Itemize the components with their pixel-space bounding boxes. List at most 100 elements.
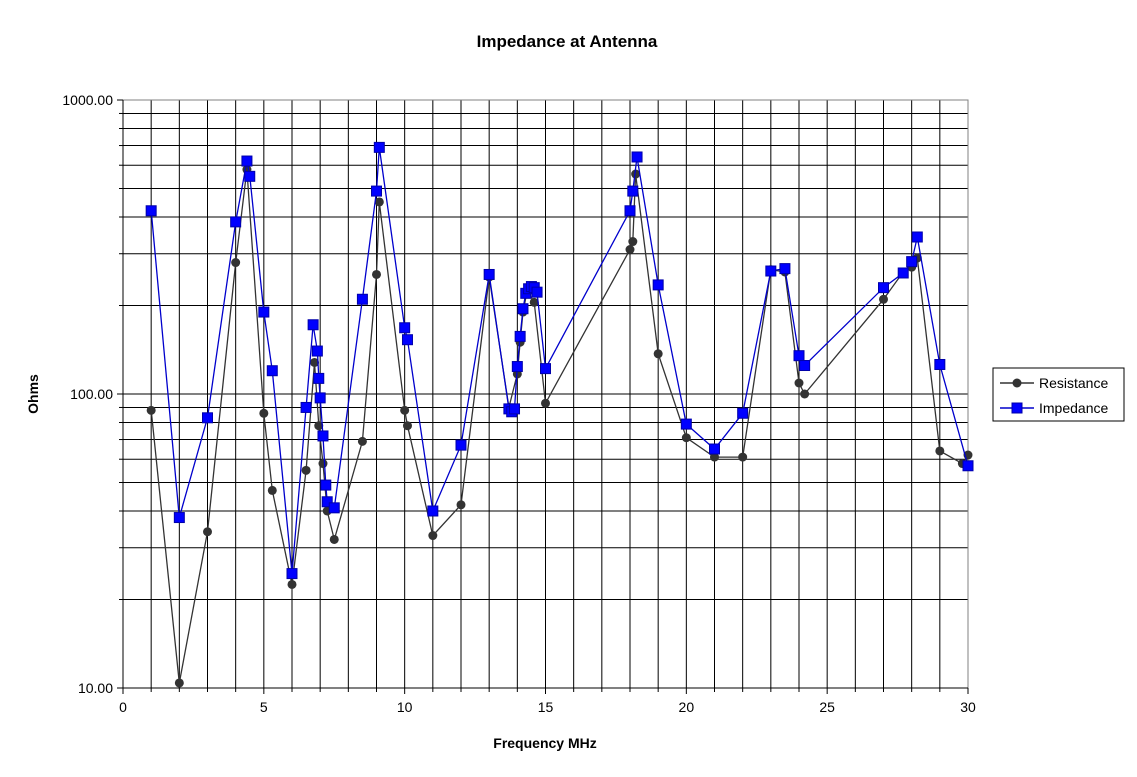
impedance-point — [371, 185, 382, 197]
impedance-point — [307, 319, 319, 331]
resistance-point — [301, 465, 311, 475]
impedance-point — [531, 286, 543, 298]
impedance-point — [300, 401, 312, 413]
gridlines — [123, 100, 968, 688]
impedance-point — [311, 345, 323, 357]
impedance-point — [624, 205, 636, 217]
x-tick-label: 10 — [397, 699, 413, 715]
impedance-point — [244, 170, 256, 182]
impedance-point — [202, 412, 213, 424]
impedance-point — [631, 151, 643, 163]
impedance-point — [145, 205, 157, 217]
impedance-point — [897, 267, 909, 279]
resistance-point — [314, 421, 324, 431]
impedance-point — [878, 282, 889, 294]
impedance-point — [399, 322, 411, 334]
impedance-point — [483, 268, 495, 280]
resistance-point — [400, 405, 410, 415]
impedance-point — [911, 231, 923, 243]
impedance-point — [427, 505, 439, 517]
resistance-point — [710, 452, 719, 462]
impedance-point — [173, 512, 185, 524]
impedance-point — [906, 256, 918, 268]
resistance-point — [372, 269, 381, 279]
resistance-point — [800, 389, 810, 399]
y-tick-label: 1000.00 — [62, 92, 113, 108]
impedance-point — [511, 361, 523, 373]
impedance-point — [373, 141, 385, 153]
resistance-point — [329, 534, 339, 544]
impedance-point — [799, 360, 811, 372]
resistance-point — [681, 433, 691, 443]
series-impedance — [145, 141, 974, 580]
impedance-point — [321, 496, 333, 508]
resistance-point — [653, 349, 663, 359]
impedance-point — [320, 479, 332, 491]
impedance-point — [230, 216, 242, 228]
resistance-point — [794, 378, 804, 388]
legend-label-impedance: Impedance — [1039, 400, 1108, 416]
impedance-point — [356, 293, 368, 305]
x-axis-label: Frequency MHz — [493, 735, 596, 751]
y-tick-label: 10.00 — [78, 680, 113, 696]
impedance-point — [266, 365, 278, 377]
resistance-point — [428, 531, 438, 541]
x-tick-label: 30 — [960, 699, 976, 715]
impedance-point — [286, 568, 298, 580]
series-layer — [145, 141, 974, 688]
resistance-point — [631, 169, 641, 179]
impedance-point — [652, 279, 664, 291]
legend: Resistance Impedance — [992, 367, 1125, 422]
resistance-point — [456, 500, 466, 510]
resistance-point — [628, 237, 638, 247]
resistance-point — [529, 297, 539, 307]
resistance-point — [267, 485, 277, 495]
impedance-point — [328, 502, 340, 514]
resistance-point — [374, 197, 384, 207]
impedance-point — [793, 350, 805, 362]
impedance-point — [962, 460, 974, 472]
impedance-point — [317, 430, 329, 442]
resistance-point — [174, 678, 184, 688]
y-tick-label: 100.00 — [70, 386, 113, 402]
resistance-point — [541, 398, 550, 408]
impedance-point — [517, 303, 529, 315]
impedance-point — [737, 407, 749, 419]
impedance-point — [540, 363, 551, 375]
x-tick-label: 0 — [119, 699, 127, 715]
impedance-point — [509, 403, 521, 415]
impedance-point — [514, 330, 526, 342]
impedance-point — [709, 443, 720, 455]
impedance-point — [314, 392, 326, 404]
impedance-point — [401, 334, 413, 346]
resistance-point — [738, 452, 748, 462]
impedance-point — [627, 185, 639, 197]
impedance-point — [313, 372, 325, 384]
legend-label-resistance: Resistance — [1039, 375, 1108, 391]
resistance-point — [146, 405, 156, 415]
impedance-point — [241, 155, 253, 167]
x-tick-label: 25 — [819, 699, 835, 715]
y-axis-label: Ohms — [25, 374, 41, 414]
resistance-point — [203, 527, 212, 537]
resistance-point — [231, 258, 241, 268]
impedance-point — [680, 418, 692, 430]
legend-marker-impedance — [1011, 402, 1023, 414]
x-tick-label: 5 — [260, 699, 268, 715]
chart-title: Impedance at Antenna — [477, 32, 658, 51]
resistance-point — [357, 436, 367, 446]
resistance-point — [625, 245, 635, 255]
resistance-point — [402, 421, 412, 431]
impedance-point — [455, 439, 467, 451]
impedance-point — [258, 306, 270, 318]
impedance-point — [765, 265, 777, 277]
impedance-point — [934, 358, 946, 370]
x-tick-label: 20 — [679, 699, 695, 715]
impedance-point — [779, 263, 791, 275]
axes: 0 5 10 15 20 25 30 10.00 100.00 1000.00 — [62, 92, 976, 715]
resistance-point — [259, 408, 269, 418]
resistance-point — [879, 294, 888, 304]
legend-marker-resistance — [1012, 378, 1022, 388]
resistance-point — [318, 459, 328, 469]
